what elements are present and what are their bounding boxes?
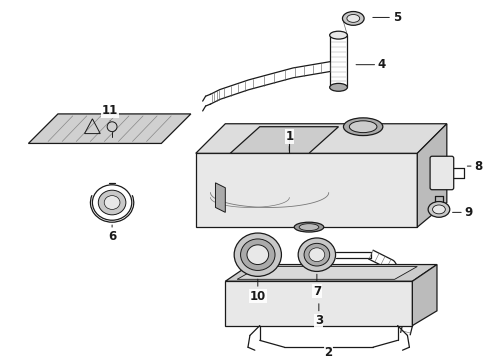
Ellipse shape [294,222,324,232]
Ellipse shape [299,224,319,230]
Ellipse shape [343,12,364,25]
Text: 7: 7 [313,274,321,298]
Polygon shape [216,183,225,212]
Text: 3: 3 [315,304,323,327]
Ellipse shape [330,31,347,39]
Polygon shape [417,124,447,227]
Ellipse shape [343,118,383,136]
Text: 6: 6 [108,225,116,243]
Polygon shape [413,265,437,325]
Ellipse shape [309,248,325,262]
Text: 2: 2 [324,346,333,359]
Ellipse shape [349,121,377,132]
Ellipse shape [234,233,281,276]
Text: 9: 9 [453,206,473,219]
Polygon shape [196,153,417,227]
Ellipse shape [330,84,347,91]
Polygon shape [237,266,417,279]
Polygon shape [225,281,413,325]
Ellipse shape [247,245,269,265]
Text: 1: 1 [285,130,294,150]
Polygon shape [28,114,191,143]
Text: 4: 4 [356,58,386,71]
Ellipse shape [98,190,126,215]
Ellipse shape [433,205,445,214]
Ellipse shape [304,243,330,266]
Ellipse shape [347,14,360,22]
Ellipse shape [104,195,120,210]
Ellipse shape [428,202,450,217]
Text: 8: 8 [467,159,483,172]
Text: 10: 10 [250,279,266,302]
Polygon shape [230,127,339,153]
Polygon shape [196,124,447,153]
Text: 5: 5 [373,11,401,24]
Polygon shape [225,265,437,281]
Ellipse shape [241,239,275,270]
Ellipse shape [298,238,336,271]
Text: 11: 11 [102,104,118,121]
FancyBboxPatch shape [430,156,454,190]
